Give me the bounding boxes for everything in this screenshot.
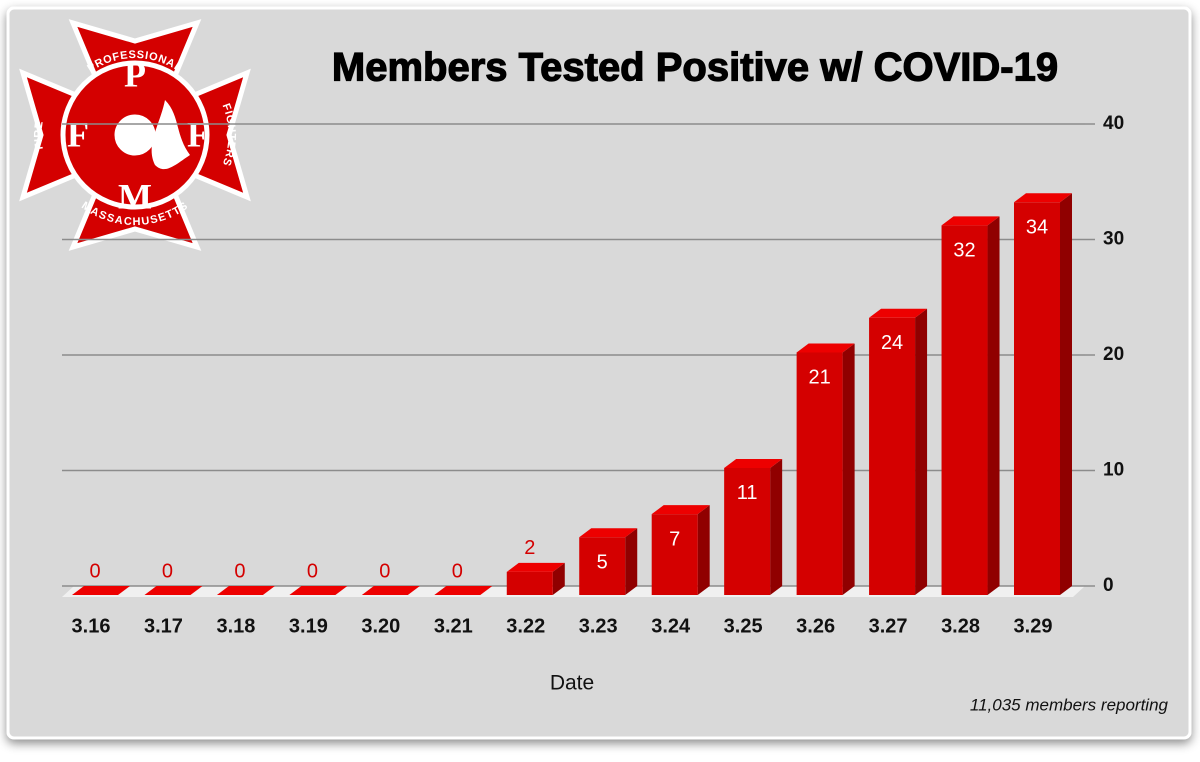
- x-tick-label: 3.24: [651, 615, 691, 637]
- bar-top: [724, 458, 783, 468]
- bar-side: [552, 562, 565, 595]
- x-tick-label: 3.18: [216, 615, 255, 637]
- x-axis-label: Date: [550, 672, 594, 695]
- logo-letter: F: [187, 114, 209, 154]
- x-tick-label: 3.21: [434, 615, 473, 637]
- x-tick-label: 3.23: [579, 615, 618, 637]
- logo-letter: P: [124, 54, 146, 94]
- bar-top: [1014, 193, 1072, 203]
- chart-title: Members Tested Positive w/ COVID-19: [332, 46, 1058, 90]
- bar: [724, 467, 771, 595]
- value-label: 0: [452, 560, 463, 582]
- logo-ring-text: FIGHTERS: [220, 102, 237, 168]
- x-tick-label: 3.28: [941, 615, 980, 637]
- value-label: 34: [1026, 217, 1048, 239]
- logo: PROFESSIONAL FIRE FIGHTERS MASSACHUSETTS…: [19, 19, 251, 251]
- value-label: 21: [808, 367, 830, 389]
- value-label: 0: [234, 560, 245, 582]
- bar: [941, 225, 988, 595]
- x-tick-label: 3.22: [506, 615, 545, 637]
- value-label: 7: [669, 528, 680, 550]
- x-tick-label: 3.17: [144, 615, 183, 637]
- y-tick-label: 40: [1103, 113, 1124, 134]
- value-label: 32: [953, 240, 975, 262]
- bar-top: [361, 586, 420, 595]
- bar: [869, 317, 916, 595]
- bar-top: [796, 343, 855, 353]
- note: 11,035 members reporting: [970, 695, 1169, 714]
- bar-side: [697, 505, 710, 595]
- bar: [579, 537, 626, 595]
- value-label: 24: [881, 332, 903, 354]
- bar-top: [579, 528, 638, 538]
- bar: [796, 352, 843, 595]
- value-label: 0: [89, 560, 100, 582]
- bar-top: [506, 562, 565, 572]
- x-tick-label: 3.26: [796, 615, 835, 637]
- y-tick-label: 20: [1103, 344, 1124, 365]
- value-label: 0: [379, 560, 390, 582]
- logo-letter: F: [67, 114, 89, 154]
- y-tick-label: 10: [1103, 460, 1124, 481]
- logo-letter: M: [118, 176, 152, 216]
- bar-top: [72, 586, 130, 595]
- x-tick-label: 3.20: [361, 615, 400, 637]
- svg-text:FIRE: FIRE: [32, 120, 45, 151]
- svg-text:FIGHTERS: FIGHTERS: [220, 102, 238, 168]
- bar-side: [842, 343, 855, 595]
- floor: [62, 586, 1085, 597]
- bar-top: [289, 586, 348, 595]
- value-label: 0: [307, 560, 318, 582]
- bar-side: [770, 458, 783, 595]
- value-label: 11: [737, 482, 758, 504]
- bar: [506, 571, 553, 595]
- bar-top: [144, 586, 203, 595]
- y-tick-label: 0: [1103, 575, 1114, 596]
- bar-top: [869, 308, 928, 318]
- x-tick-label: 3.16: [72, 615, 111, 637]
- bar-top: [216, 586, 275, 595]
- bar-side: [987, 216, 1000, 595]
- bar-top: [651, 505, 710, 515]
- value-label: 2: [524, 537, 535, 559]
- bar-top: [941, 216, 1000, 226]
- bar-side: [625, 528, 638, 595]
- logo-ring-text: FIRE: [32, 120, 44, 151]
- bar-top: [434, 586, 493, 595]
- y-tick-label: 30: [1103, 229, 1124, 250]
- x-tick-label: 3.29: [1014, 615, 1053, 637]
- bar: [1014, 202, 1060, 596]
- x-tick-label: 3.19: [289, 615, 328, 637]
- bar: [651, 514, 698, 595]
- bar-side: [1060, 193, 1072, 596]
- bar-side: [915, 308, 928, 595]
- value-label: 5: [597, 552, 608, 574]
- x-tick-label: 3.25: [724, 615, 763, 637]
- x-tick-label: 3.27: [869, 615, 908, 637]
- value-label: 0: [162, 560, 173, 582]
